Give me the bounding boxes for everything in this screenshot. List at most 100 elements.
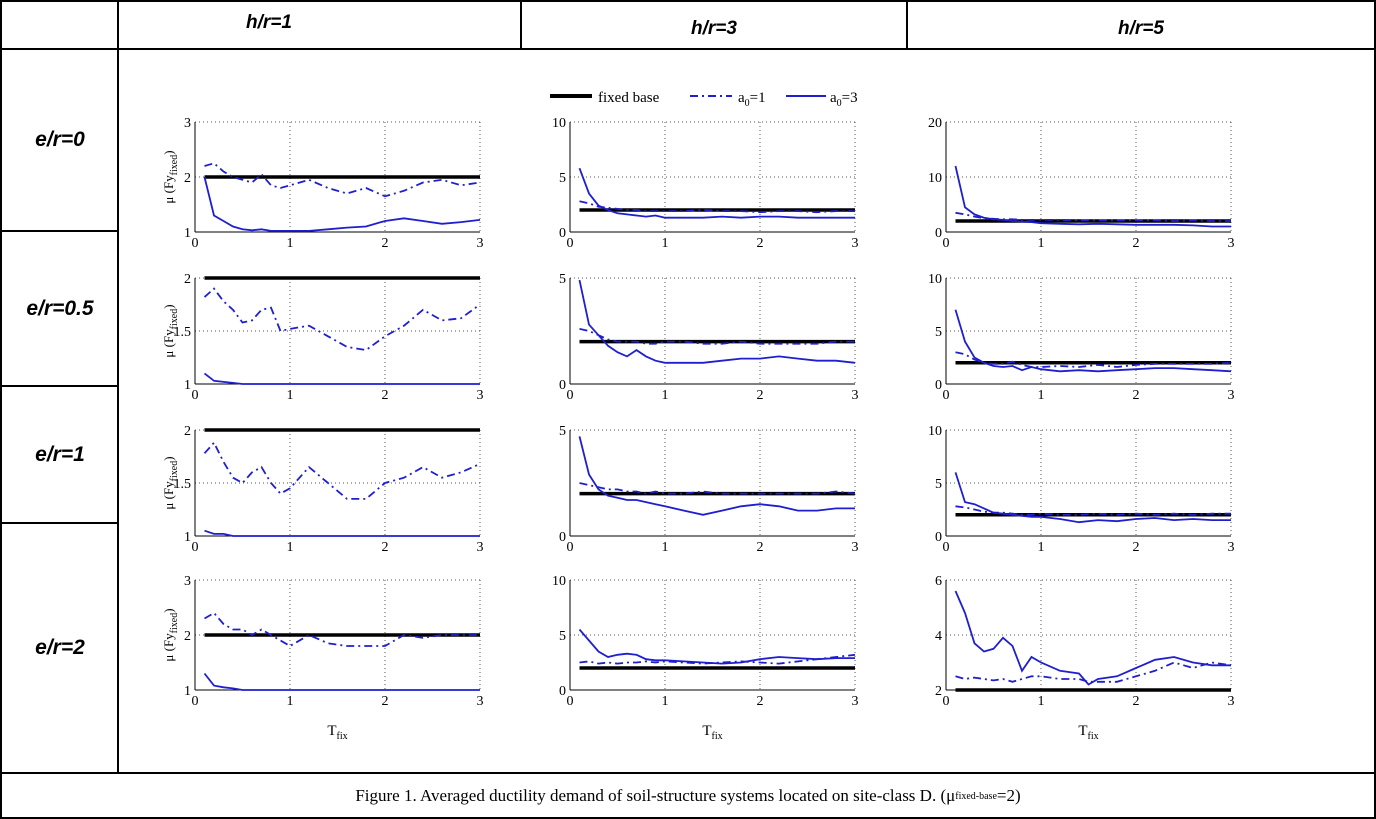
y-tick-label-r2c2: 10	[928, 424, 942, 439]
y-tick-label-r3c1: 5	[559, 629, 566, 644]
series-line-a0-1-r1c0	[205, 289, 481, 351]
y-axis-label-sub: fixed	[169, 613, 180, 634]
y-axis-label-main: μ (Fy	[161, 481, 176, 510]
x-tick-label-r0c0: 1	[287, 236, 294, 251]
y-tick-label-r2c0: 1	[184, 530, 191, 545]
y-tick-label-r1c2: 5	[935, 325, 942, 340]
y-tick-label-r1c0: 1	[184, 378, 191, 393]
y-axis-label-r3c0: μ (Fyfixed)	[161, 608, 180, 661]
caption-text: Figure 1. Averaged ductility demand of s…	[355, 786, 955, 806]
x-tick-label-r2c2: 0	[943, 540, 950, 555]
legend-a0-3-value: =3	[842, 90, 858, 106]
x-tick-label-r0c2: 2	[1133, 236, 1140, 251]
legend-a0-1-value: =1	[750, 90, 766, 106]
series-line-a0-1-r1c2	[956, 352, 1232, 367]
y-tick-label-r3c1: 0	[559, 684, 566, 699]
x-tick-label-r3c2: 3	[1228, 694, 1235, 709]
y-tick-label-r2c2: 5	[935, 477, 942, 492]
y-tick-label-r2c2: 0	[935, 530, 942, 545]
x-tick-label-r2c0: 2	[382, 540, 389, 555]
x-tick-label-r0c1: 2	[757, 236, 764, 251]
y-tick-label-r0c0: 1	[184, 226, 191, 241]
x-tick-label-r2c2: 3	[1228, 540, 1235, 555]
y-axis-label-main: μ (Fy	[161, 329, 176, 358]
x-tick-label-r1c1: 0	[567, 388, 574, 403]
x-tick-label-r1c1: 1	[662, 388, 669, 403]
x-tick-label-r2c1: 0	[567, 540, 574, 555]
y-tick-label-r1c0: 2	[184, 272, 191, 287]
x-tick-label-r3c0: 3	[477, 694, 484, 709]
x-tick-label-r0c2: 0	[943, 236, 950, 251]
series-line-a0-3-r2c0	[205, 531, 481, 536]
x-tick-label-r0c2: 3	[1228, 236, 1235, 251]
x-tick-label-r2c1: 3	[852, 540, 859, 555]
y-axis-label-sub: fixed	[169, 155, 180, 176]
series-line-a0-3-r2c1	[580, 436, 856, 514]
x-tick-label-r1c2: 2	[1133, 388, 1140, 403]
caption-suffix: =2)	[997, 786, 1021, 806]
series-line-a0-1-r3c2	[956, 663, 1232, 682]
y-tick-label-r1c1: 0	[559, 378, 566, 393]
x-axis-label-sub: fix	[1088, 731, 1099, 742]
series-line-a0-3-r0c0	[205, 177, 481, 231]
y-tick-label-r3c2: 2	[935, 684, 942, 699]
x-tick-label-r0c2: 1	[1038, 236, 1045, 251]
y-tick-label-r2c0: 2	[184, 424, 191, 439]
y-tick-label-r2c1: 5	[559, 424, 566, 439]
y-tick-label-r1c1: 5	[559, 272, 566, 287]
y-tick-label-r3c2: 6	[935, 574, 942, 589]
series-line-a0-1-r0c0	[205, 163, 481, 196]
x-tick-label-r3c2: 2	[1133, 694, 1140, 709]
x-tick-label-r1c2: 3	[1228, 388, 1235, 403]
x-axis-label-sub: fix	[712, 731, 723, 742]
x-axis-label-r3c1: Tfix	[702, 723, 722, 742]
x-tick-label-r2c0: 3	[477, 540, 484, 555]
x-tick-label-r2c1: 1	[662, 540, 669, 555]
legend-a0-1-label: a0=1	[738, 90, 766, 109]
y-tick-label-r0c1: 0	[559, 226, 566, 241]
x-axis-label-main: T	[1078, 723, 1087, 739]
x-tick-label-r0c1: 3	[852, 236, 859, 251]
x-axis-label-main: T	[327, 723, 336, 739]
x-tick-label-r2c1: 2	[757, 540, 764, 555]
series-line-a0-3-r1c1	[580, 280, 856, 363]
x-tick-label-r0c0: 3	[477, 236, 484, 251]
series-line-a0-3-r3c2	[956, 591, 1232, 685]
y-axis-label-close: )	[161, 608, 176, 612]
y-tick-label-r0c0: 2	[184, 171, 191, 186]
y-axis-label-sub: fixed	[169, 461, 180, 482]
y-tick-label-r3c0: 2	[184, 629, 191, 644]
x-tick-label-r1c2: 0	[943, 388, 950, 403]
y-tick-label-r3c2: 4	[935, 629, 942, 644]
x-tick-label-r1c0: 3	[477, 388, 484, 403]
y-tick-label-r1c2: 0	[935, 378, 942, 393]
x-tick-label-r1c2: 1	[1038, 388, 1045, 403]
x-tick-label-r3c2: 1	[1038, 694, 1045, 709]
x-tick-label-r3c0: 1	[287, 694, 294, 709]
series-line-a0-3-r0c2	[956, 166, 1232, 227]
x-tick-label-r3c2: 0	[943, 694, 950, 709]
x-tick-label-r0c1: 0	[567, 236, 574, 251]
series-line-a0-3-r1c0	[205, 373, 481, 384]
x-tick-label-r1c1: 3	[852, 388, 859, 403]
series-line-a0-1-r2c0	[205, 443, 481, 499]
x-tick-label-r2c0: 0	[192, 540, 199, 555]
y-tick-label-r0c2: 20	[928, 116, 942, 131]
series-line-a0-3-r3c1	[580, 630, 856, 664]
x-axis-label-r3c2: Tfix	[1078, 723, 1098, 742]
x-axis-label-r3c0: Tfix	[327, 723, 347, 742]
x-tick-label-r1c0: 0	[192, 388, 199, 403]
x-tick-label-r2c0: 1	[287, 540, 294, 555]
x-tick-label-r3c0: 2	[382, 694, 389, 709]
x-tick-label-r3c0: 0	[192, 694, 199, 709]
y-axis-label-r0c0: μ (Fyfixed)	[161, 150, 180, 203]
y-axis-label-close: )	[161, 304, 176, 308]
series-line-a0-3-r3c0	[205, 674, 481, 691]
legend-fixed-label: fixed base	[598, 90, 660, 106]
x-tick-label-r0c0: 0	[192, 236, 199, 251]
y-axis-label-close: )	[161, 456, 176, 460]
y-tick-label-r1c2: 10	[928, 272, 942, 287]
series-line-a0-1-r3c0	[205, 613, 481, 646]
x-tick-label-r2c2: 1	[1038, 540, 1045, 555]
